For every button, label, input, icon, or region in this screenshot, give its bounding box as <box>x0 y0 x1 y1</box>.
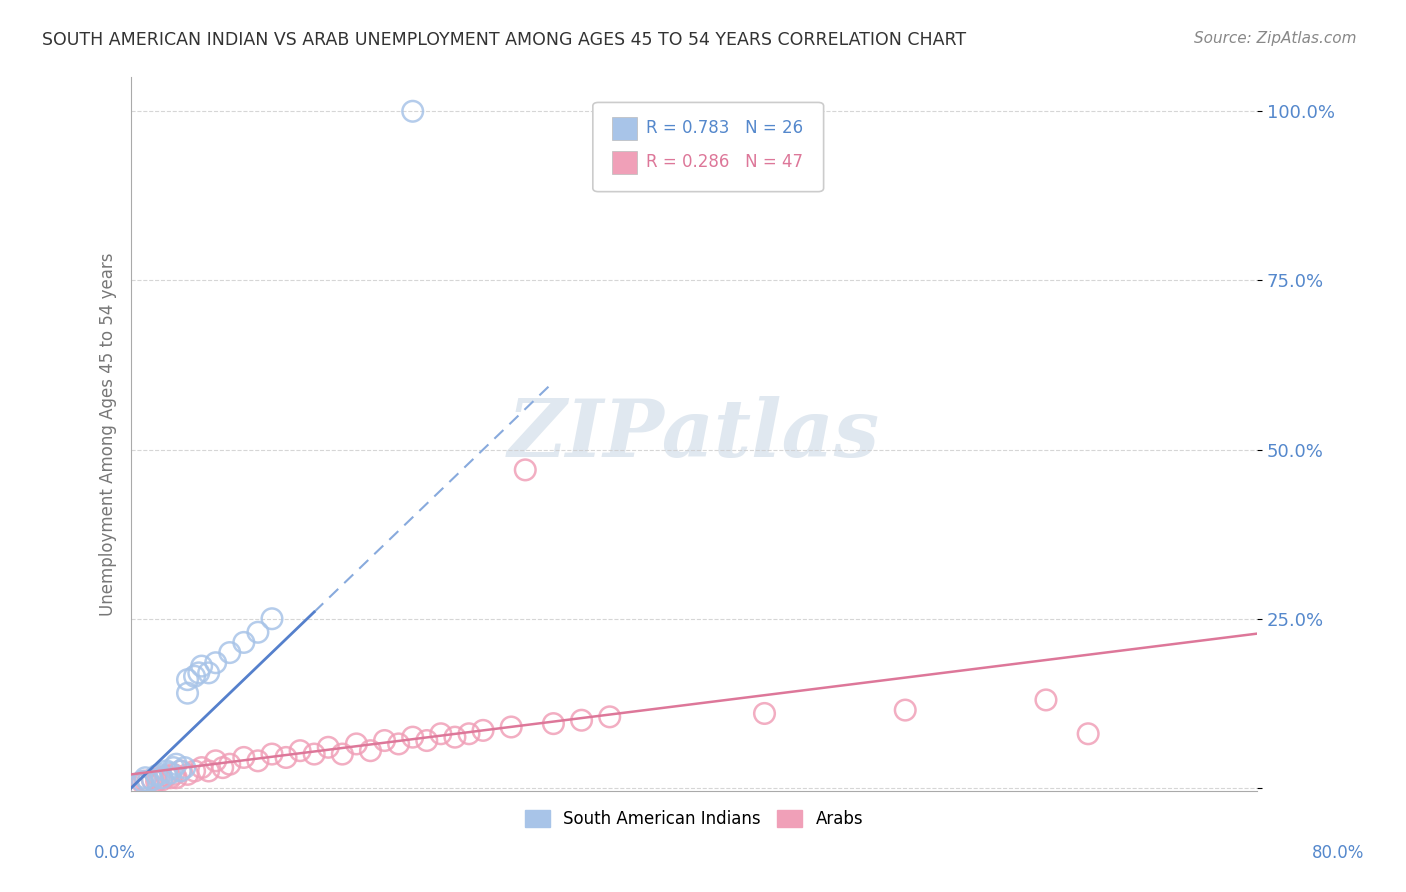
Point <box>260 612 283 626</box>
Point <box>134 771 156 785</box>
Point <box>183 669 205 683</box>
Point <box>141 772 163 787</box>
Point <box>218 757 240 772</box>
Point <box>159 771 181 785</box>
Point <box>359 744 381 758</box>
Point <box>141 772 163 787</box>
Text: 80.0%: 80.0% <box>1312 844 1365 862</box>
Point <box>218 646 240 660</box>
Point <box>430 727 453 741</box>
Text: ZIPatlas: ZIPatlas <box>508 396 880 473</box>
Point <box>1035 693 1057 707</box>
Point <box>444 730 467 744</box>
Point <box>274 750 297 764</box>
Point <box>150 771 173 785</box>
Point <box>246 625 269 640</box>
Point <box>162 761 184 775</box>
Point <box>197 665 219 680</box>
Point <box>330 747 353 761</box>
Point <box>150 772 173 787</box>
Point <box>176 767 198 781</box>
Text: R = 0.783   N = 26: R = 0.783 N = 26 <box>645 120 803 137</box>
Bar <box>612 117 637 139</box>
Point <box>1077 727 1099 741</box>
Point <box>543 716 565 731</box>
Point <box>155 764 177 778</box>
Point <box>155 769 177 783</box>
Point <box>187 665 209 680</box>
Point <box>599 710 621 724</box>
Point <box>754 706 776 721</box>
Point <box>176 686 198 700</box>
Point <box>127 778 149 792</box>
Point <box>148 767 170 781</box>
Bar <box>612 151 637 174</box>
Point <box>162 767 184 781</box>
Point <box>169 764 191 778</box>
Point <box>374 733 396 747</box>
Text: 0.0%: 0.0% <box>94 844 136 862</box>
Point <box>344 737 367 751</box>
Text: R = 0.286   N = 47: R = 0.286 N = 47 <box>645 153 803 171</box>
Point <box>204 656 226 670</box>
Point <box>260 747 283 761</box>
Point <box>211 761 233 775</box>
Point <box>165 757 187 772</box>
Point <box>134 774 156 789</box>
Point <box>571 713 593 727</box>
Point <box>169 764 191 778</box>
Point <box>232 750 254 764</box>
Point <box>148 771 170 785</box>
Point <box>501 720 523 734</box>
Point <box>316 740 339 755</box>
Legend: South American Indians, Arabs: South American Indians, Arabs <box>519 803 870 834</box>
Point <box>190 761 212 775</box>
Point <box>402 104 425 119</box>
Point <box>288 744 311 758</box>
Point <box>145 769 167 783</box>
Text: Source: ZipAtlas.com: Source: ZipAtlas.com <box>1194 31 1357 46</box>
Point <box>190 659 212 673</box>
Point <box>232 635 254 649</box>
Point <box>388 737 411 751</box>
Point <box>472 723 495 738</box>
Point <box>402 730 425 744</box>
Point <box>165 771 187 785</box>
Point <box>197 764 219 778</box>
Point <box>246 754 269 768</box>
Point <box>515 463 537 477</box>
Point <box>159 766 181 780</box>
Point <box>183 764 205 778</box>
Point <box>173 761 195 775</box>
Point <box>416 733 439 747</box>
Point <box>131 775 153 789</box>
Point <box>302 747 325 761</box>
Y-axis label: Unemployment Among Ages 45 to 54 years: Unemployment Among Ages 45 to 54 years <box>100 252 117 616</box>
Text: SOUTH AMERICAN INDIAN VS ARAB UNEMPLOYMENT AMONG AGES 45 TO 54 YEARS CORRELATION: SOUTH AMERICAN INDIAN VS ARAB UNEMPLOYME… <box>42 31 966 49</box>
Point <box>894 703 917 717</box>
Point <box>131 774 153 789</box>
Point <box>176 673 198 687</box>
Point <box>204 754 226 768</box>
Point <box>136 774 159 789</box>
Point <box>136 774 159 789</box>
Point <box>458 727 481 741</box>
FancyBboxPatch shape <box>593 103 824 192</box>
Point <box>127 778 149 792</box>
Point <box>145 774 167 789</box>
